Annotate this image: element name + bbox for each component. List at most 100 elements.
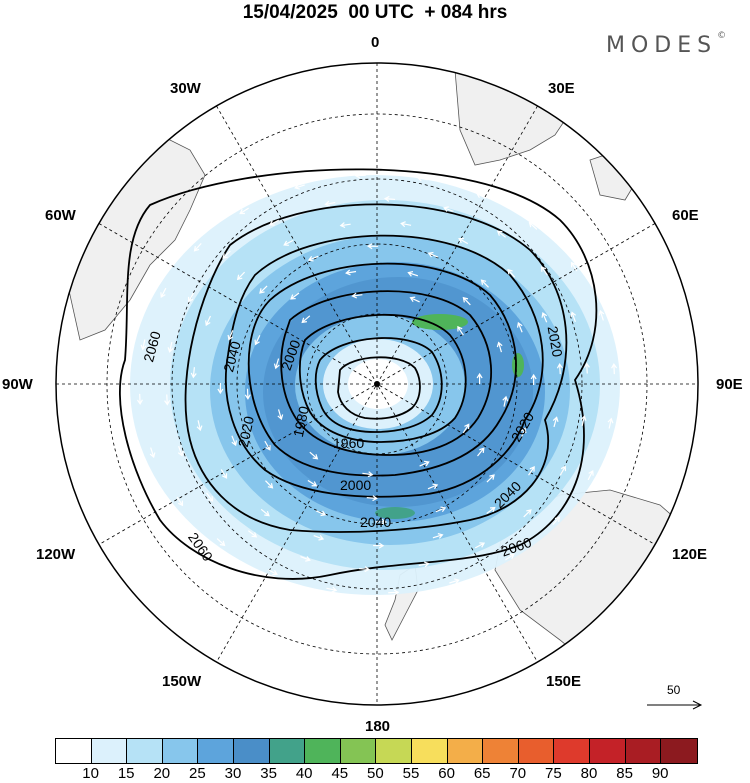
- reference-vector-arrow: [647, 700, 703, 710]
- lon-label-90e: 90E: [716, 376, 743, 393]
- wind-vector-arrow: [326, 586, 338, 593]
- colorbar-swatch: [483, 739, 519, 763]
- wind-vector-arrow: [315, 510, 327, 517]
- lon-label-60e: 60E: [672, 207, 699, 224]
- colorbar-swatch: [340, 739, 377, 763]
- wind-vector-arrow: [268, 219, 280, 226]
- wind-vector-arrow: [366, 495, 378, 502]
- wind-vector-arrow: [611, 363, 618, 375]
- wind-vector-arrow: [273, 358, 280, 370]
- wind-vector-arrow: [480, 279, 489, 288]
- wind-vector-arrow: [267, 569, 278, 576]
- wind-vector-arrow: [502, 395, 509, 407]
- wind-vector-arrow: [367, 243, 379, 250]
- colorbar-swatch: [162, 739, 199, 763]
- wind-vector-arrow: [580, 415, 587, 427]
- brand-mark: ©: [717, 31, 727, 41]
- wind-vector-arrow: [254, 335, 261, 346]
- wind-vector-arrow: [193, 242, 202, 252]
- wind-vector-arrow: [239, 207, 249, 215]
- contour-1980: [280, 290, 493, 456]
- colorbar-tick-label: 65: [473, 765, 491, 782]
- wind-vector-arrow: [140, 339, 147, 351]
- wind-vector-arrow: [345, 269, 357, 276]
- wind-vector-arrow: [307, 479, 318, 487]
- wind-vector-arrow: [559, 465, 567, 476]
- wind-vector-arrow: [206, 492, 214, 502]
- wind-max-45: [512, 353, 524, 377]
- wind-vector-arrow: [496, 341, 503, 353]
- south-pole-marker: [374, 381, 380, 387]
- wind-vector-arrow: [443, 206, 454, 212]
- wind-vector-arrow: [375, 518, 387, 525]
- wind-vector-arrow: [277, 409, 284, 421]
- wind-vector-arrow: [427, 251, 439, 258]
- lon-label-60w: 60W: [45, 207, 76, 224]
- lon-label-30e: 30E: [548, 80, 575, 97]
- lon-label-120e: 120E: [672, 546, 708, 563]
- wind-vector-arrow: [476, 372, 483, 384]
- wind-vector-arrow: [496, 230, 507, 238]
- wind-vector-arrow: [339, 222, 351, 229]
- wind-vector-arrow: [149, 447, 156, 459]
- wind-vector-arrow: [231, 435, 238, 447]
- wind-vector-arrow: [523, 509, 532, 518]
- wind-vector-arrow: [556, 362, 563, 375]
- wind-speed-shading: [130, 175, 620, 595]
- africa-south-landmass: [589, 149, 641, 201]
- wind-vector-arrow: [505, 553, 515, 561]
- wind-vector-arrow: [598, 309, 605, 321]
- colorbar-tick-label: 15: [117, 765, 135, 782]
- lon-label-150w: 150W: [162, 673, 202, 690]
- wind-vector-arrow: [528, 221, 538, 230]
- wind-vector-arrow: [300, 556, 311, 562]
- colorbar-tick-label: 60: [438, 765, 455, 782]
- colorbar-swatch: [269, 739, 306, 763]
- wind-vector-arrow: [540, 266, 548, 276]
- wind-vector-arrow: [136, 393, 143, 405]
- wind-vector-arrow: [351, 292, 363, 299]
- wind-vector-arrow: [587, 469, 594, 481]
- colorbar-swatch: [411, 739, 448, 763]
- wind-vector-arrow: [354, 172, 366, 179]
- reference-vector-label: 50: [667, 683, 681, 697]
- wind-vector-arrow: [427, 483, 439, 490]
- contour-label: 1960: [333, 435, 364, 451]
- wind-vector-arrow: [516, 321, 523, 333]
- colorbar-swatch: [554, 739, 590, 763]
- wind-vector-arrow: [205, 315, 212, 327]
- contour-2020: [224, 234, 544, 498]
- wind-vector-arrow: [160, 287, 167, 299]
- wind-vector-arrow: [260, 508, 270, 517]
- colorbar-swatch: [127, 739, 163, 763]
- contour-label: 2060: [140, 329, 164, 363]
- wind-vector-arrow: [409, 296, 420, 303]
- wind-vector-arrow: [176, 496, 184, 507]
- wind-vector-arrow: [407, 270, 419, 277]
- wind-vector-arrow: [187, 292, 195, 303]
- wind-vector-arrow: [164, 394, 171, 406]
- wind-vector-arrow: [196, 420, 203, 432]
- wind-vector-arrow: [388, 589, 400, 596]
- colorbar-tick-label: 90: [651, 765, 669, 782]
- colorbar-tick-label: 25: [189, 765, 206, 782]
- colorbar-tick-label: 30: [224, 765, 242, 782]
- colorbar-swatch: [447, 739, 484, 763]
- colorbar-tick-label: 75: [545, 765, 562, 782]
- wind-vector-arrow: [570, 261, 578, 272]
- wind-vector-arrow: [236, 271, 246, 281]
- wind-vector-arrow: [474, 542, 486, 549]
- colorbar-swatch: [589, 739, 626, 763]
- wind-vector-arrow: [477, 447, 485, 457]
- contour-2060: [119, 168, 598, 580]
- wind-vector-arrow: [432, 533, 444, 539]
- wind-vector-arrow: [520, 427, 527, 438]
- wind-vector-arrow: [324, 200, 336, 207]
- wind-vector-arrow: [283, 239, 294, 246]
- colorbar-swatch: [91, 739, 128, 763]
- wind-vector-arrow: [507, 268, 516, 278]
- wind-vector-arrow: [530, 373, 537, 386]
- graticule: [56, 63, 698, 705]
- wind-vector-arrow: [313, 534, 325, 541]
